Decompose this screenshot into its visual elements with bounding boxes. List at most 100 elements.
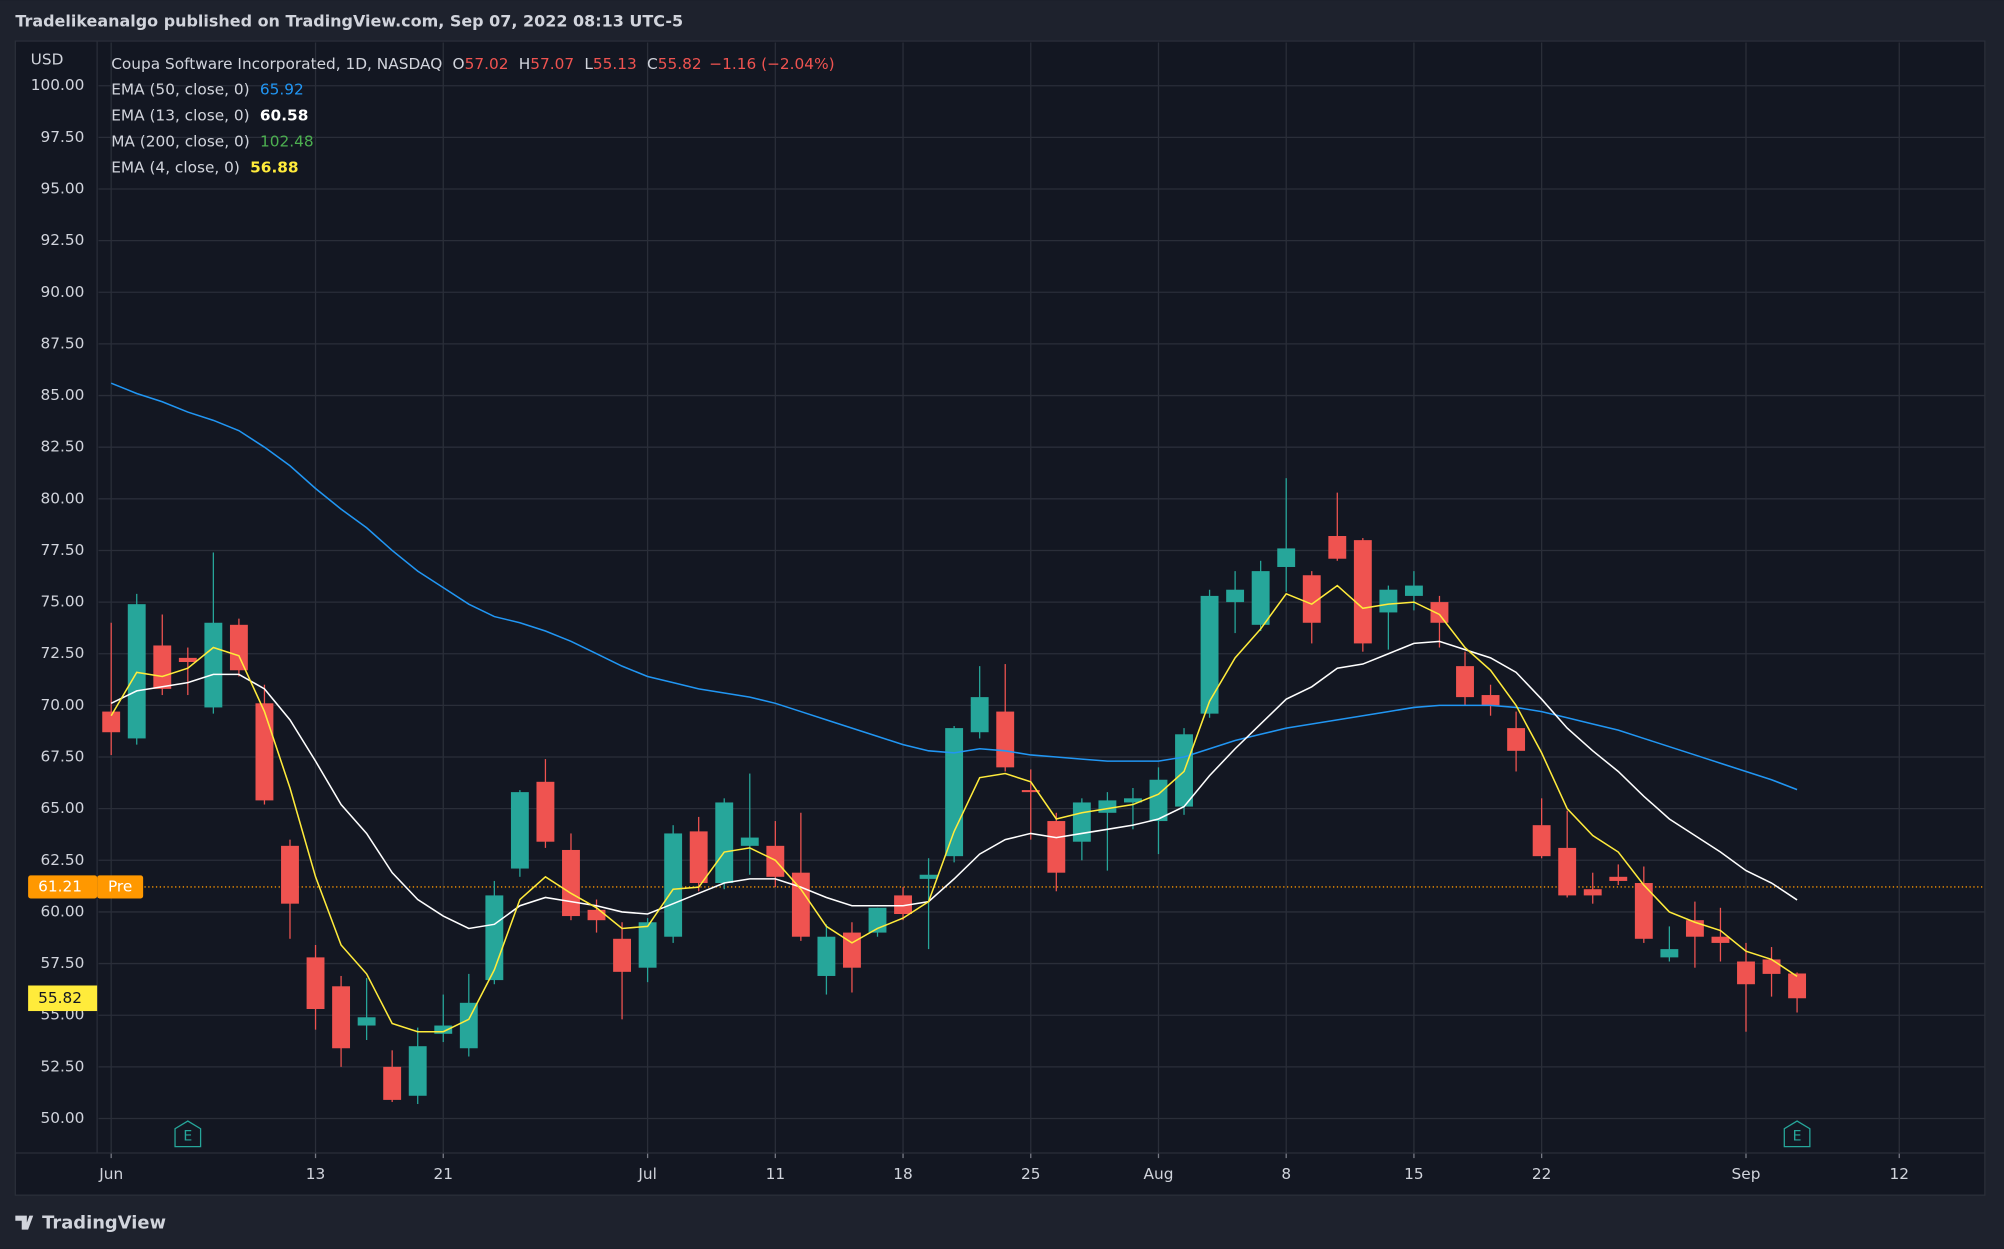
indicator-line: [110, 382, 1798, 791]
x-tick-label: Jun: [98, 1165, 123, 1183]
candle-body: [408, 1046, 427, 1096]
candle-body: [510, 792, 529, 869]
x-tick-label: Aug: [1144, 1165, 1174, 1183]
candle-body: [587, 909, 606, 921]
legend-value: 102.48: [260, 132, 314, 150]
legend-value: 65.92: [260, 80, 304, 98]
candle-body: [1149, 779, 1168, 822]
legend-name: EMA (4, close, 0): [111, 158, 240, 176]
candle-body: [1481, 695, 1500, 706]
symbol: Coupa Software Incorporated, 1D, NASDAQ: [111, 55, 442, 73]
y-tick-label: 60.00: [40, 902, 84, 920]
candle-body: [1583, 889, 1602, 896]
y-tick-label: 57.50: [40, 954, 84, 972]
earnings-marker: [174, 1120, 202, 1148]
candle-body: [715, 802, 734, 884]
candle-body: [1711, 936, 1730, 943]
candle-body: [1047, 821, 1066, 873]
candle-body: [1404, 585, 1423, 596]
candle-body: [1507, 728, 1526, 751]
candle-body: [1277, 548, 1296, 567]
x-tick-label: 8: [1281, 1165, 1291, 1183]
pane: [14, 40, 1986, 1196]
x-tick-label: 13: [306, 1165, 326, 1183]
ohlc-value: 57.02: [465, 55, 509, 73]
y-tick-label: 70.00: [40, 696, 84, 714]
y-tick-label: 50.00: [40, 1109, 84, 1127]
ohlc-value: 55.82: [658, 55, 702, 73]
y-tick-label: 97.50: [40, 128, 84, 146]
indicator-line: [110, 640, 1798, 930]
candle-body: [204, 622, 223, 708]
premarket-badge-label: Pre: [108, 877, 132, 895]
x-tick-label: Jul: [637, 1165, 657, 1183]
candle-body: [689, 831, 708, 884]
candle-body: [894, 895, 912, 914]
candle-body: [1328, 536, 1347, 559]
y-tick-label: 80.00: [40, 489, 84, 507]
premarket-tag: [28, 875, 98, 899]
y-tick-label: 100.00: [31, 76, 85, 94]
candle-body: [459, 1002, 478, 1049]
y-tick-label: 72.50: [40, 644, 84, 662]
candle-body: [255, 703, 274, 801]
earnings-label: E: [183, 1128, 192, 1144]
y-tick-label: 95.00: [40, 179, 84, 197]
y-tick-label: 67.50: [40, 748, 84, 766]
currency: USD: [31, 51, 64, 69]
y-tick-label: 87.50: [40, 334, 84, 352]
candle-body: [434, 1025, 453, 1034]
plot: [98, 42, 1985, 1153]
x-tick-label: Sep: [1732, 1165, 1761, 1183]
legend-entry: EMA (4, close, 0) 56.88: [111, 158, 298, 176]
x-tick-label: 21: [433, 1165, 453, 1183]
candle-body: [1762, 959, 1781, 974]
candle-body: [485, 895, 504, 981]
last-price: 55.82: [38, 989, 82, 1007]
candle-body: [1353, 540, 1372, 644]
legend-name: MA (200, close, 0): [111, 132, 250, 150]
candle-body: [357, 1017, 376, 1026]
candle-body: [1609, 876, 1628, 881]
earnings-label: E: [1793, 1128, 1802, 1144]
candle-body: [1251, 571, 1270, 625]
candle-body: [1558, 847, 1577, 896]
ohlc-value: 57.07: [530, 55, 574, 73]
x-tick-label: 12: [1889, 1165, 1909, 1183]
legend-entry: EMA (13, close, 0) 60.58: [111, 106, 308, 124]
candle-body: [153, 645, 172, 689]
ohlc-letter: C: [647, 55, 658, 73]
legend-title: Coupa Software Incorporated, 1D, NASDAQ O…: [111, 55, 834, 73]
candle-body: [127, 604, 146, 739]
candle-body: [945, 728, 964, 857]
footer: TradingView: [42, 1212, 166, 1233]
candle-body: [1200, 595, 1219, 714]
candle-body: [536, 781, 555, 842]
legend-entry: EMA (50, close, 0) 65.92: [111, 80, 304, 98]
last-price-tag: [28, 985, 98, 1012]
candle-body: [638, 922, 657, 968]
x-tick-label: 22: [1532, 1165, 1552, 1183]
earnings-marker: [1783, 1120, 1811, 1148]
ohlc-letter: O: [453, 55, 465, 73]
candle-body: [562, 849, 580, 917]
candle-body: [1072, 802, 1091, 842]
ohlc-letter: L: [584, 55, 593, 73]
candle-body: [281, 845, 299, 904]
legend-entry: MA (200, close, 0) 102.48: [111, 132, 313, 150]
candle-body: [664, 833, 683, 937]
candle-body: [383, 1066, 402, 1100]
legend-value: 60.58: [260, 106, 308, 124]
candle-body: [1456, 666, 1474, 698]
candle-body: [970, 697, 989, 733]
y-tick-label: 62.50: [40, 851, 84, 869]
y-tick-label: 65.00: [40, 799, 84, 817]
premarket-price: 61.21: [38, 877, 82, 895]
candle-body: [102, 711, 121, 733]
change: −1.16 (−2.04%): [709, 55, 834, 73]
x-tick-label: 25: [1021, 1165, 1041, 1183]
candle-body: [996, 711, 1015, 768]
candle-body: [843, 932, 861, 968]
y-tick-label: 85.00: [40, 386, 84, 404]
x-tick-label: 18: [893, 1165, 913, 1183]
